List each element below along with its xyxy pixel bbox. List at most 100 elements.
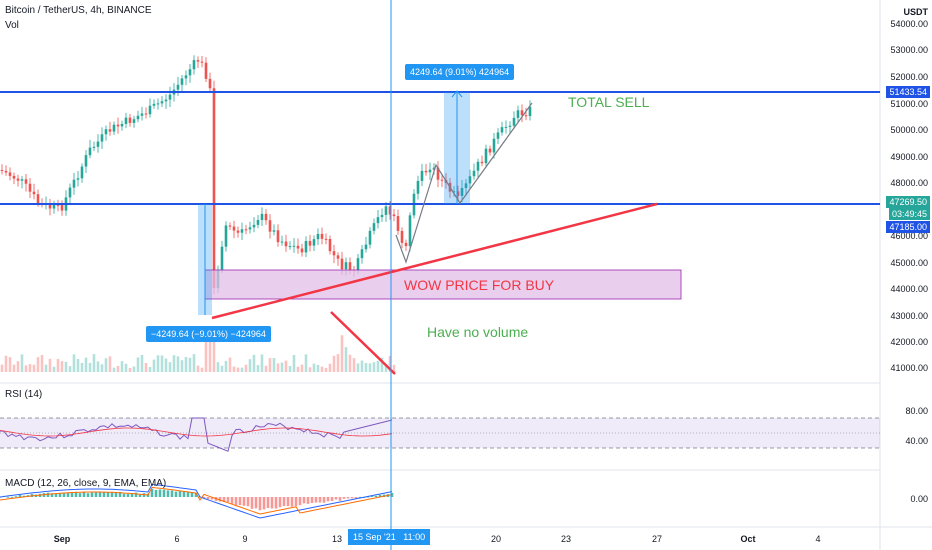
resistance-price-tag: 51433.54: [886, 86, 930, 98]
candle-body: [408, 215, 412, 247]
volume-bar: [144, 362, 148, 372]
candle-body: [336, 255, 340, 259]
candle-body: [32, 191, 36, 195]
volume-bar: [36, 357, 40, 372]
candle-body: [144, 113, 148, 115]
no-volume-note[interactable]: Have no volume: [427, 324, 529, 340]
candle-body: [364, 244, 368, 250]
volume-bar: [20, 354, 24, 372]
rsi-title[interactable]: RSI (14): [5, 389, 43, 400]
candle-body: [156, 103, 160, 105]
candle-body: [380, 214, 384, 218]
projection-path[interactable]: [395, 102, 533, 264]
macd-hist-bar: [22, 495, 26, 497]
macd-hist-bar: [250, 497, 254, 509]
candle-body: [424, 170, 428, 173]
macd-hist-bar: [178, 490, 182, 497]
symbol-title[interactable]: Bitcoin / TetherUS, 4h, BINANCE: [5, 5, 152, 16]
volume-bar: [256, 365, 260, 372]
candle-body: [248, 227, 252, 230]
macd-hist-bar: [350, 497, 354, 499]
candle-body: [60, 204, 64, 211]
candle-body: [192, 60, 196, 70]
macd-hist-bar: [58, 493, 62, 497]
volume-label: Vol: [5, 20, 19, 31]
candle-body: [128, 117, 132, 123]
macd-hist-bar: [294, 497, 298, 507]
macd-hist-bar: [366, 496, 370, 498]
candle-body: [316, 233, 320, 240]
volume-bar: [164, 358, 168, 372]
measure-down-label: −4249.64 (−9.01%) −424964: [146, 326, 271, 342]
volume-bar: [236, 367, 240, 372]
candle-body: [200, 61, 204, 63]
volume-bar: [80, 362, 84, 372]
candle-body: [188, 69, 192, 76]
signal-line: [0, 486, 393, 515]
volume-bar: [316, 364, 320, 372]
macd-hist-bar: [258, 497, 262, 511]
macd-hist-bar: [50, 493, 54, 497]
candle-body: [104, 129, 108, 135]
candle-body: [492, 138, 496, 153]
candle-body: [392, 214, 396, 217]
volume-bar: [264, 365, 268, 372]
volume-bar: [160, 355, 164, 372]
candle-body: [4, 170, 8, 173]
volume-bar: [380, 357, 384, 372]
total-sell-note[interactable]: TOTAL SELL: [568, 94, 650, 110]
candle-body: [360, 249, 364, 259]
volume-bar: [28, 364, 32, 372]
candle-body: [160, 101, 164, 104]
last-price-tag: 47269.50: [886, 196, 930, 208]
volume-bar: [140, 354, 144, 372]
candle-body: [184, 75, 188, 79]
macd-hist-bar: [206, 497, 210, 500]
volume-bar: [384, 364, 388, 372]
macd-title[interactable]: MACD (12, 26, close, 9, EMA, EMA): [5, 478, 167, 489]
macd-hist-bar: [306, 497, 310, 504]
volume-bar: [360, 360, 364, 372]
macd-hist-bar: [290, 497, 294, 507]
macd-hist-bar: [222, 497, 226, 503]
candle-body: [440, 179, 444, 181]
buy-zone-note[interactable]: WOW PRICE FOR BUY: [404, 277, 555, 293]
candle-body: [252, 224, 256, 228]
macd-hist-bar: [342, 497, 346, 499]
macd-hist-bar: [86, 493, 90, 497]
volume-bar: [300, 364, 304, 372]
volume-bar: [356, 363, 360, 372]
time-tick: 27: [651, 534, 663, 544]
volume-bar: [336, 354, 340, 372]
candle-body: [56, 204, 60, 206]
price-axis[interactable]: USDT 54000.00 53000.00 52000.00 51000.00…: [880, 0, 932, 527]
candle-body: [404, 242, 408, 247]
candle-body: [468, 176, 472, 184]
macd-hist-bar: [326, 497, 330, 502]
macd-zero-tick: 0.00: [910, 494, 928, 504]
candle-body: [496, 132, 500, 139]
volume-bar: [280, 362, 284, 372]
volume-bar: [228, 357, 232, 372]
volume-bar: [4, 355, 8, 372]
candle-body: [284, 241, 288, 247]
macd-hist-bar: [78, 493, 82, 497]
volume-bar: [184, 357, 188, 372]
macd-hist-bar: [354, 497, 358, 499]
time-cursor-label: 15 Sep '21 11:00: [348, 529, 431, 545]
buy-zone-box[interactable]: [204, 269, 682, 300]
volume-bar: [320, 366, 324, 372]
macd-hist-bar: [230, 497, 234, 504]
candle-body: [340, 258, 344, 270]
candle-body: [132, 119, 136, 123]
volume-arrow-line[interactable]: [330, 311, 396, 375]
volume-bar: [344, 347, 348, 372]
macd-hist-bar: [374, 495, 378, 497]
candle-body: [256, 220, 260, 225]
volume-bar: [200, 367, 204, 372]
trend-line[interactable]: [211, 202, 658, 320]
candle-body: [276, 230, 280, 243]
macd-hist-bar: [270, 497, 274, 509]
volume-bar: [364, 363, 368, 372]
